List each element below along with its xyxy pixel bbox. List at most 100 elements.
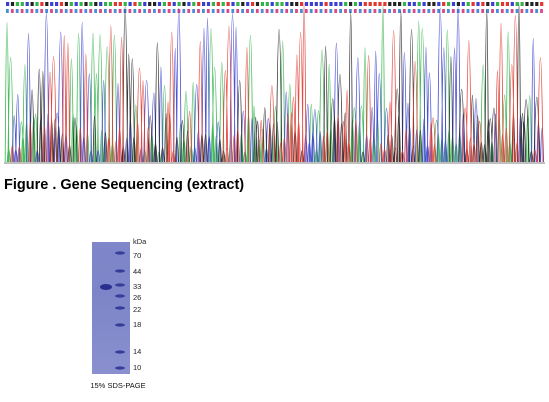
base-call-mark [221,2,225,6]
base-call-mark [393,2,397,6]
base-call-mark [79,2,83,6]
amino-acid-mark [40,9,44,13]
base-call-mark [520,2,524,6]
base-call-mark [510,2,514,6]
base-call-mark [427,2,431,6]
trace-t [10,2,544,163]
base-call-mark [363,2,367,6]
amino-acid-mark [412,9,416,13]
base-call-mark [177,2,181,6]
base-call-mark [314,2,318,6]
base-call-mark [417,2,421,6]
base-call-mark [167,2,171,6]
amino-acid-mark [432,9,436,13]
base-call-mark [25,2,29,6]
base-call-mark [442,2,446,6]
amino-acid-mark [407,9,411,13]
base-call-mark [290,2,294,6]
base-call-mark [128,2,132,6]
base-call-mark [344,2,348,6]
amino-acid-mark [30,9,34,13]
base-call-mark [143,2,147,6]
base-call-mark [471,2,475,6]
amino-acid-mark [535,9,538,13]
amino-acid-mark [456,9,460,13]
amino-acid-mark [300,9,303,13]
amino-acid-mark [339,9,342,13]
marker-label-22: 22 [133,305,142,314]
base-call-mark [231,2,235,6]
base-call-mark [476,2,480,6]
base-call-mark [246,2,250,6]
base-call-mark [206,2,211,6]
base-call-mark [481,2,485,6]
gel-label: 15% SDS-PAGE [90,381,146,390]
amino-acid-mark [373,9,377,13]
amino-acid-mark [290,9,293,13]
base-call-mark [275,2,279,6]
amino-acid-mark [162,9,166,13]
base-call-mark [64,2,68,6]
ladder-band [115,283,125,287]
base-call-mark [211,2,215,6]
amino-acid-mark [172,9,176,13]
base-call-mark [505,2,509,6]
amino-acid-mark [275,9,279,13]
amino-acid-mark [221,9,225,13]
amino-acid-mark [50,9,53,13]
base-call-mark [187,2,191,6]
amino-acid-mark [133,9,137,13]
base-call-mark [496,2,500,6]
amino-acid-mark [231,9,235,13]
figure-caption: Figure . Gene Sequencing (extract) [4,177,245,193]
amino-acid-mark [241,9,244,13]
base-call-mark [133,2,137,6]
amino-acid-mark [246,9,249,13]
base-call-mark [329,2,333,6]
amino-acid-mark [427,9,431,13]
marker-label-26: 26 [133,293,142,302]
base-call-mark [300,2,304,6]
base-call-mark [55,2,59,6]
amino-acid-mark [167,9,171,13]
base-call-mark [515,2,519,6]
amino-acid-mark [192,9,195,13]
base-call-mark [35,2,39,6]
amino-acid-mark [104,9,107,13]
amino-acid-mark [118,9,122,13]
marker-label-10: 10 [133,363,142,372]
base-call-mark [74,2,78,6]
amino-acid-mark [525,9,529,13]
amino-acid-mark [202,9,205,13]
base-call-mark [89,2,93,6]
amino-acid-mark [447,9,450,13]
amino-acid-mark [398,9,401,13]
amino-acid-mark [304,9,308,13]
base-call-mark [123,2,127,6]
base-call-mark [10,2,15,6]
ladder-band [115,306,125,310]
amino-acid-mark [265,9,269,13]
base-call-mark [334,2,338,6]
sample-band [100,284,112,290]
kda-unit-label: kDa [133,237,147,246]
base-call-mark [456,2,460,6]
base-call-mark [148,2,152,6]
base-call-mark [255,2,260,6]
base-call-mark [466,2,470,6]
base-call-mark [461,2,465,6]
amino-acid-mark [157,9,161,13]
base-call-mark [540,2,544,6]
amino-acid-mark [45,9,48,13]
base-call-mark [251,2,255,6]
base-call-mark [373,2,377,6]
amino-acid-mark [417,9,421,13]
base-call-mark [30,2,34,6]
amino-acid-mark [74,9,78,13]
amino-acid-mark [94,9,97,13]
amino-acid-mark [69,9,73,13]
amino-acid-mark [461,9,465,13]
base-call-mark [285,2,289,6]
amino-acid-mark [383,9,387,13]
